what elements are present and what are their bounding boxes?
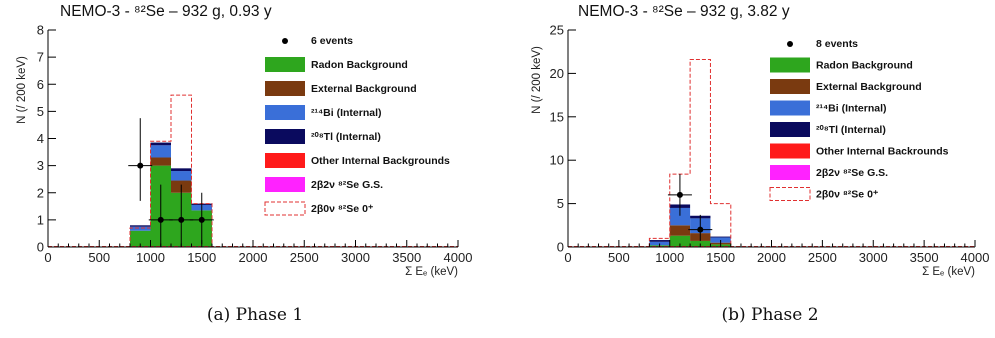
histogram-bar [669,225,691,236]
x-tick-label: 3500 [392,250,421,265]
y-tick-label: 10 [550,153,564,168]
caption: (a) Phase 1 [207,305,303,325]
data-point [198,216,205,223]
y-tick-label: 3 [37,158,44,173]
y-tick-label: 2 [37,185,44,200]
legend-label: 2β0ν ⁸²Se 0⁺ [311,203,374,215]
legend-swatch [265,153,305,168]
legend-label: External Background [311,83,417,95]
legend-swatch [265,177,305,192]
legend-label: Radon Background [816,60,913,72]
x-tick-label: 2500 [808,250,837,265]
x-tick-label: 2000 [757,250,786,265]
data-point [178,216,185,223]
x-tick-label: 0 [44,250,51,265]
x-tick-label: 500 [88,250,110,265]
x-tick-label: 1500 [706,250,735,265]
y-tick-label: 25 [550,23,564,38]
legend-swatch [265,129,305,144]
legend: 8 events Radon Background External Backgro… [769,38,949,201]
data-point [697,226,704,233]
histogram-bar [710,236,731,238]
legend-swatch [770,100,810,116]
legend-label: External Background [816,81,922,93]
y-tick-label: 5 [37,104,44,119]
x-tick-label: 3000 [859,250,888,265]
caption: (b) Phase 2 [721,305,818,325]
legend-label: 8 events [816,38,858,50]
y-tick-label: 7 [37,50,44,65]
y-tick-label: 15 [550,109,564,124]
y-tick-label: 4 [37,131,44,146]
x-tick-label: 4000 [444,250,473,265]
x-axis-label: Σ Eₑ (keV) [922,266,975,278]
y-tick-label: 6 [37,77,44,92]
legend-swatch [770,79,810,94]
x-axis-label: Σ Eₑ (keV) [405,266,458,278]
legend-label: ²¹⁴Bi (Internal) [311,107,382,119]
x-tick-label: 2000 [239,250,268,265]
x-tick-label: 4000 [961,250,990,265]
legend-swatch [770,57,810,73]
legend-label: 2β2ν ⁸²Se G.S. [311,179,383,191]
histogram-bar [130,230,151,247]
legend-swatch [770,165,810,180]
y-tick-label: 5 [557,196,564,211]
legend-label: ²⁰⁸Tl (Internal) [816,124,886,136]
chart-title: NEMO-3 - ⁸²Se – 932 g, 0.93 y [60,3,272,20]
histogram-bar [150,157,171,166]
legend-swatch [769,187,811,201]
legend-label: ²⁰⁸Tl (Internal) [311,131,381,143]
histogram-bar [150,142,171,146]
histogram-bar [171,171,192,181]
data-point [137,162,144,169]
legend-swatch [265,105,305,120]
legend-label: Other Internal Backrounds [816,146,949,158]
histogram-bar [649,240,670,242]
x-tick-label: 3000 [341,250,370,265]
legend-label: Radon Background [311,59,408,71]
x-tick-label: 2500 [290,250,319,265]
legend-label: ²¹⁴Bi (Internal) [816,103,887,115]
legend-label: 6 events [311,35,353,47]
legend-marker [282,38,288,44]
y-tick-label: 8 [37,23,44,38]
y-tick-label: 1 [37,212,44,227]
legend-swatch [264,201,306,216]
y-axis-label: N (/ 200 keV) [531,46,543,114]
x-tick-label: 1000 [655,250,684,265]
data-point [676,191,683,198]
legend-label: 2β0ν ⁸²Se 0⁺ [816,189,879,201]
x-tick-label: 1000 [136,250,165,265]
legend: 6 events Radon Background External Backgro… [264,35,450,216]
chart-panel-phase-1: NEMO-3 - ⁸²Se – 932 g, 0.93 y N (/ 200 k… [16,3,472,325]
histogram-bar [150,145,171,158]
legend-swatch [265,57,305,72]
x-tick-label: 1500 [187,250,216,265]
legend-label: 2β2ν ⁸²Se G.S. [816,167,888,179]
x-tick-label: 3500 [910,250,939,265]
chart-title: NEMO-3 - ⁸²Se – 932 g, 3.82 y [578,3,790,20]
histogram-bar [130,225,151,227]
histogram-bar [669,207,691,226]
histogram-bar [171,168,192,172]
y-tick-label: 20 [550,66,564,81]
x-tick-label: 500 [608,250,630,265]
y-tick-label: 0 [37,240,44,255]
histogram-bar [669,235,691,247]
chart-panel-phase-2: NEMO-3 - ⁸²Se – 932 g, 3.82 y N (/ 200 k… [531,3,989,325]
legend-swatch [265,81,305,96]
x-tick-label: 0 [564,250,571,265]
histogram-bar [130,226,151,231]
legend-marker [787,41,793,47]
legend-swatch [770,143,810,159]
data-point [157,216,164,223]
legend-label: Other Internal Backgrounds [311,155,450,167]
y-axis-label: N (/ 200 keV) [16,56,28,124]
legend-swatch [770,122,810,137]
y-tick-label: 0 [557,240,564,255]
signal-histogram [648,59,732,247]
